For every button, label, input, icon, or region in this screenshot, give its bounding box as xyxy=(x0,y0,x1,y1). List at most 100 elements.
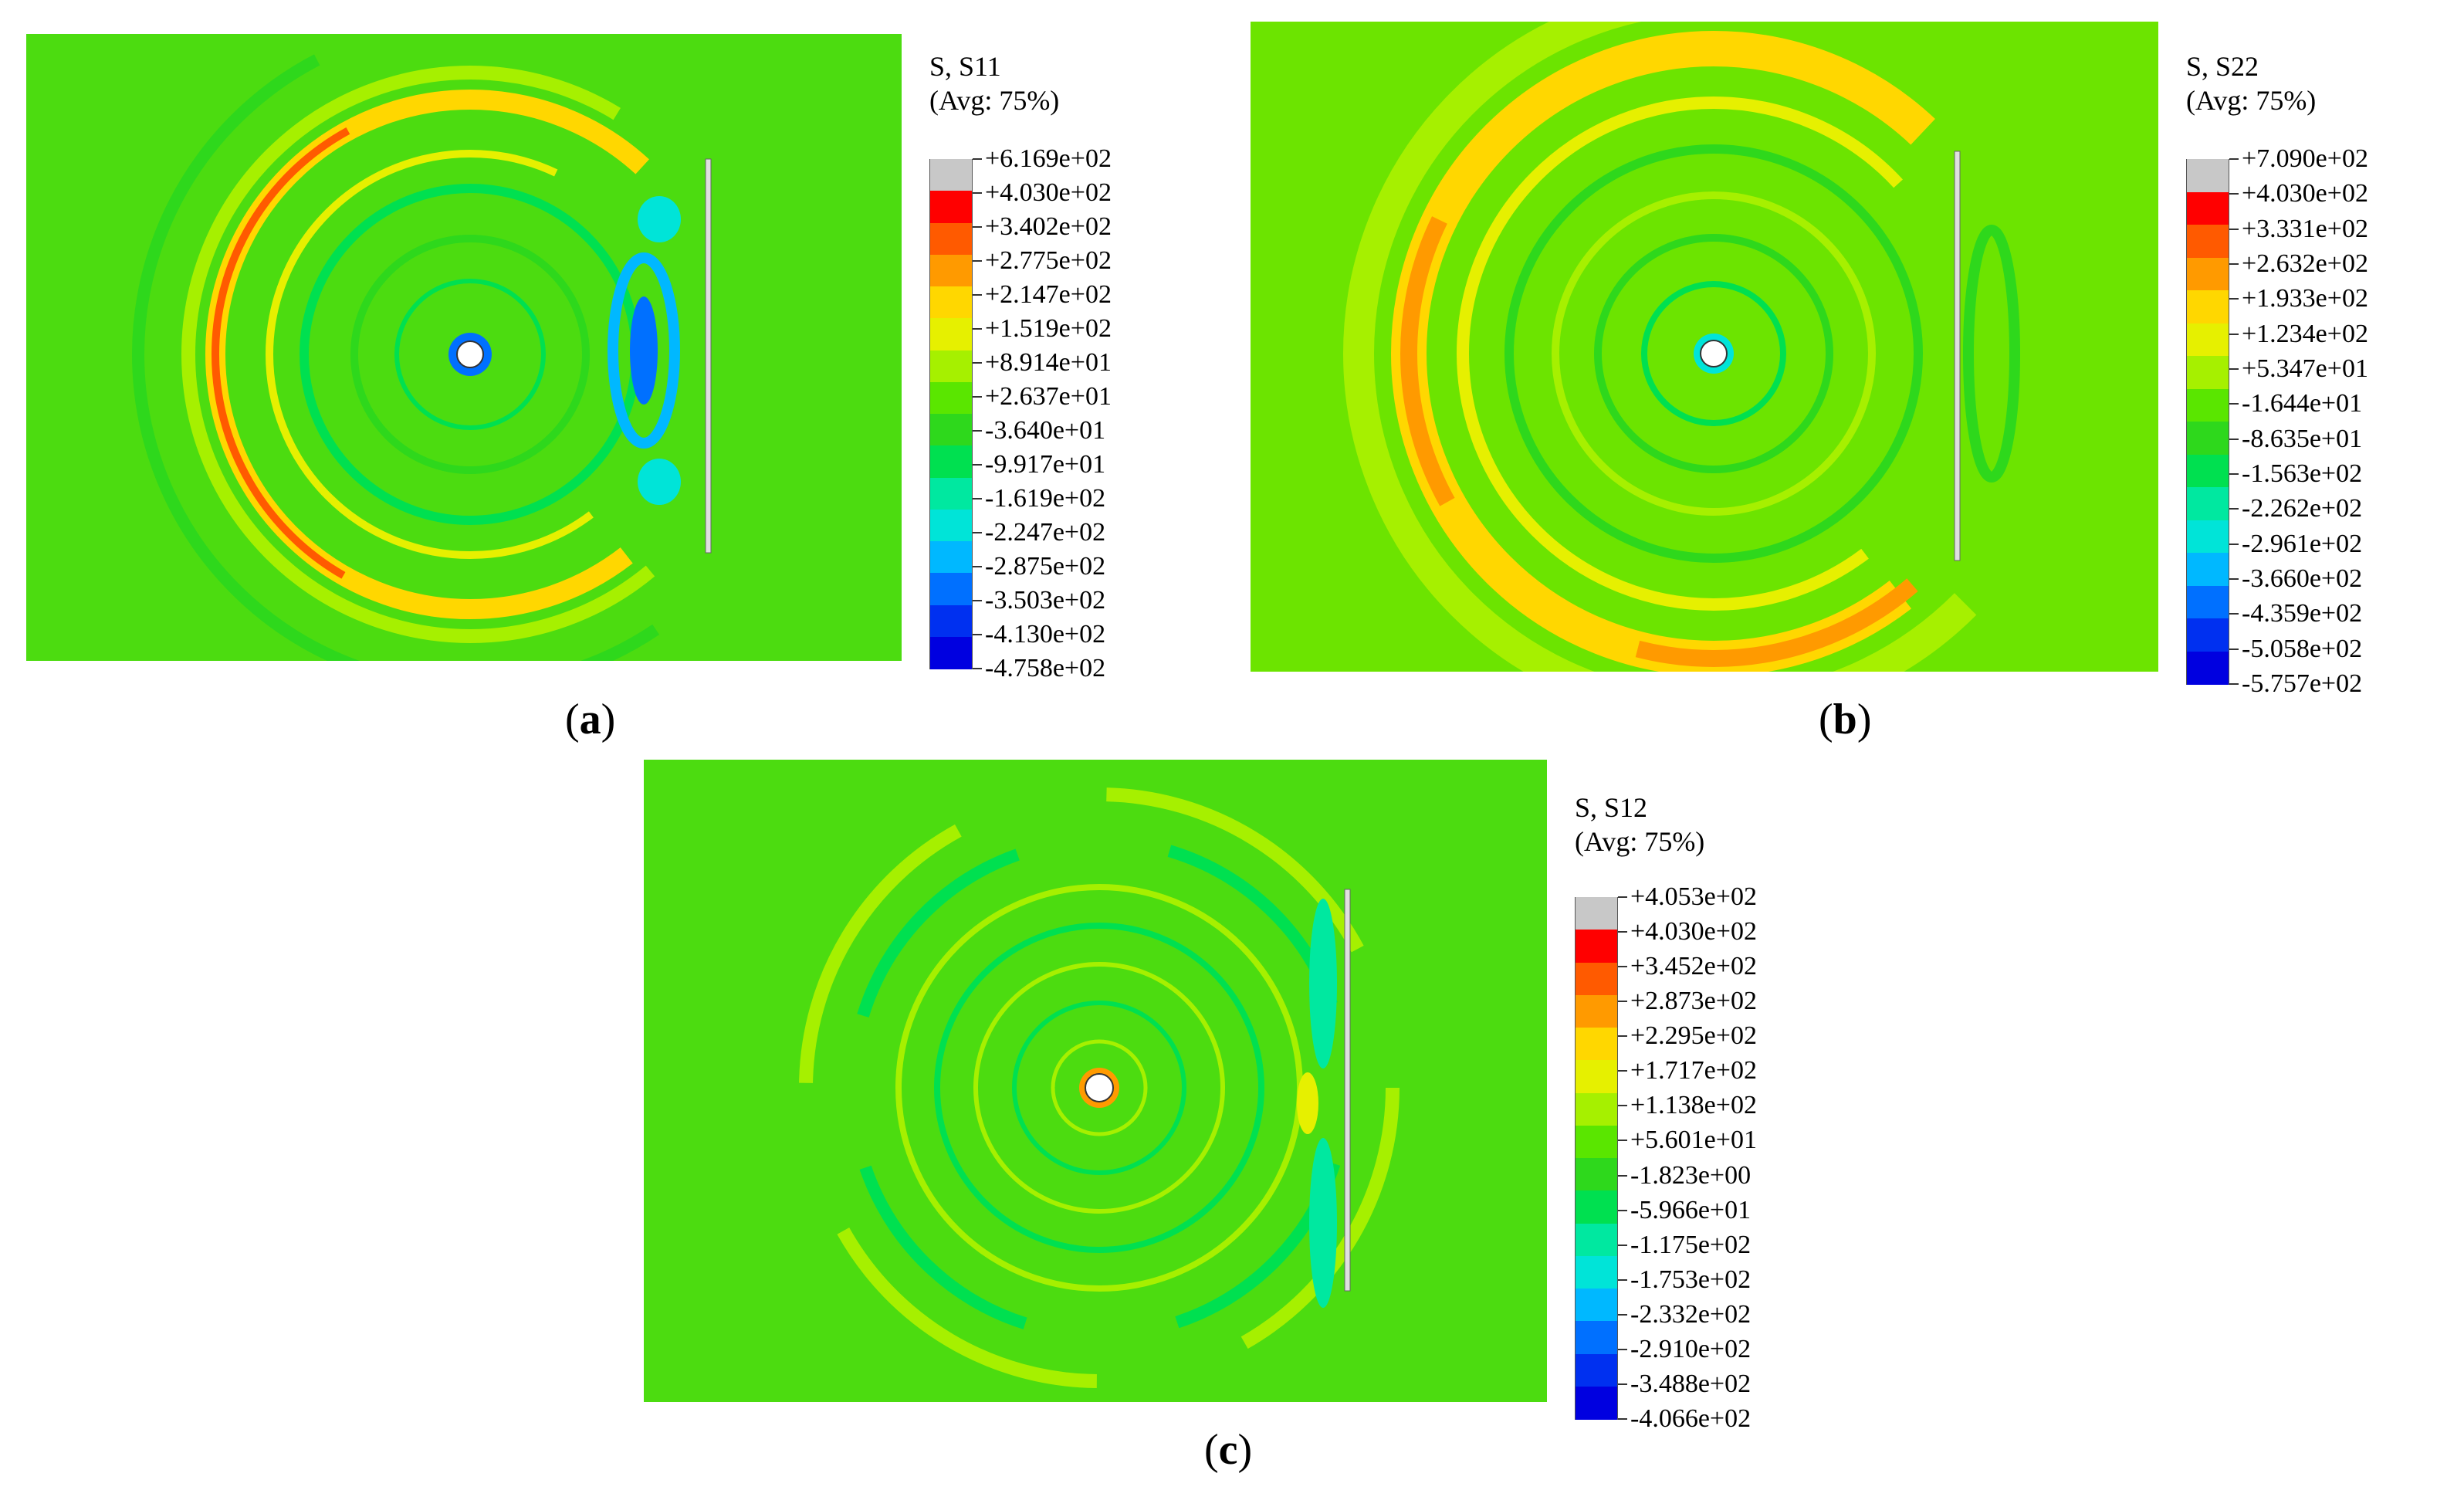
legend-tick-label: +2.637e+01 xyxy=(985,382,1112,411)
legend-tick xyxy=(2229,543,2239,545)
legend-tick xyxy=(1618,931,1627,933)
legend-scale-s22: +7.090e+02 +4.030e+02 +3.331e+02 +2.632e+02… xyxy=(2186,146,2456,697)
legend-tick-label: +3.402e+02 xyxy=(985,212,1112,241)
legend-tick-label: +7.090e+02 xyxy=(2242,144,2368,173)
legend-swatch xyxy=(1575,1092,1618,1126)
panel-c xyxy=(644,760,1547,1402)
legend-tick-label: -5.058e+02 xyxy=(2242,634,2363,663)
legend-tick xyxy=(973,464,982,466)
legend-tick xyxy=(973,498,982,500)
legend-tick-label: -9.917e+01 xyxy=(985,450,1106,479)
legend-swatch xyxy=(2186,290,2229,323)
legend-tick-label: -1.823e+00 xyxy=(1630,1160,1752,1190)
legend-tick xyxy=(2229,508,2239,510)
legend-tick-label: -1.563e+02 xyxy=(2242,459,2363,488)
legend-tick xyxy=(1618,1105,1627,1107)
legend-tick-label: +1.717e+02 xyxy=(1630,1056,1757,1085)
legend-tick-label: +4.030e+02 xyxy=(985,178,1112,207)
legend-swatch xyxy=(2186,487,2229,520)
legend-tick-label: -2.875e+02 xyxy=(985,552,1106,581)
legend-tick xyxy=(2229,193,2239,195)
legend-tick xyxy=(1618,896,1627,898)
legend-tick-label: -2.332e+02 xyxy=(1630,1299,1752,1329)
legend-tick-label: +8.914e+01 xyxy=(985,348,1112,377)
legend-tick xyxy=(1618,1174,1627,1177)
caption-b: (b) xyxy=(1819,696,1872,743)
legend-title-s11: S, S11 xyxy=(929,51,1001,82)
legend-swatch xyxy=(929,604,973,638)
legend-tick xyxy=(2229,578,2239,580)
legend-tick-label: -1.644e+01 xyxy=(2242,389,2363,418)
legend-swatch xyxy=(2186,388,2229,422)
legend-tick-label: +1.138e+02 xyxy=(1630,1091,1757,1120)
legend-swatch xyxy=(2186,422,2229,455)
legend-swatch xyxy=(1575,1158,1618,1191)
legend-scale-s12: +4.053e+02 +4.030e+02 +3.452e+02 +2.873e+02… xyxy=(1575,884,1845,1432)
legend-tick xyxy=(2229,438,2239,440)
legend-tick xyxy=(1618,1313,1627,1316)
legend-tick-label: +1.519e+02 xyxy=(985,314,1112,343)
legend-swatch xyxy=(2186,454,2229,488)
legend-tick-label: +4.053e+02 xyxy=(1630,882,1757,911)
legend-swatch xyxy=(2186,257,2229,291)
contour-plot-s11 xyxy=(26,34,902,661)
legend-tick xyxy=(2229,298,2239,300)
legend-tick xyxy=(973,532,982,533)
legend-swatch xyxy=(1575,1060,1618,1094)
legend-tick-label: -2.247e+02 xyxy=(985,518,1106,547)
legend-tick xyxy=(1618,1383,1627,1385)
legend-tick-label: -4.130e+02 xyxy=(985,620,1106,649)
legend-tick xyxy=(2229,613,2239,615)
legend-swatch xyxy=(2186,618,2229,652)
legend-tick xyxy=(2229,333,2239,335)
legend-tick xyxy=(2229,158,2239,160)
legend-swatch xyxy=(2186,356,2229,389)
legend-swatch xyxy=(1575,930,1618,963)
legend-tick xyxy=(1618,1209,1627,1211)
legend-tick-label: +4.030e+02 xyxy=(1630,917,1757,947)
legend-tick xyxy=(973,396,982,398)
contour-plot-s22 xyxy=(1251,22,2158,672)
legend-scale-s11: +6.169e+02 +4.030e+02 +3.402e+02 +2.775e+02… xyxy=(929,146,1207,682)
legend-tick-label: -3.503e+02 xyxy=(985,586,1106,615)
legend-swatch xyxy=(929,445,973,479)
legend-tick xyxy=(973,430,982,432)
legend-s11: S, S11 (Avg: 75%) +6.169e+02 +4.030e+02 +3… xyxy=(929,49,1223,682)
legend-swatch xyxy=(929,541,973,574)
legend-tick-label: +2.873e+02 xyxy=(1630,987,1757,1016)
legend-s22: S, S22 (Avg: 75%) +7.090e+02 +4.030e+02 +3… xyxy=(2186,49,2456,697)
legend-tick xyxy=(973,294,982,296)
legend-subtitle-s22: (Avg: 75%) xyxy=(2186,85,2317,116)
legend-tick-label: -2.910e+02 xyxy=(1630,1334,1752,1363)
legend-tick-label: -3.488e+02 xyxy=(1630,1369,1752,1398)
legend-swatch xyxy=(2186,553,2229,586)
legend-tick xyxy=(1618,1035,1627,1038)
legend-swatch xyxy=(929,254,973,287)
legend-tick-label: +3.331e+02 xyxy=(2242,214,2368,243)
legend-swatch xyxy=(1575,1353,1618,1387)
legend-swatch xyxy=(929,414,973,446)
legend-swatch xyxy=(929,286,973,319)
legend-swatch xyxy=(1575,1289,1618,1322)
legend-tick-label: +1.933e+02 xyxy=(2242,284,2368,313)
legend-tick xyxy=(2229,228,2239,230)
legend-tick xyxy=(1618,1001,1627,1003)
legend-tick xyxy=(1618,1278,1627,1281)
legend-tick-label: -2.262e+02 xyxy=(2242,494,2363,523)
legend-tick xyxy=(2229,473,2239,475)
legend-tick-label: -4.758e+02 xyxy=(985,654,1106,682)
caption-c: (c) xyxy=(1204,1426,1253,1474)
legend-tick-label: +1.234e+02 xyxy=(2242,319,2368,348)
legend-tick xyxy=(1618,1140,1627,1142)
legend-tick xyxy=(973,328,982,330)
legend-tick xyxy=(973,600,982,601)
legend-tick xyxy=(1618,1348,1627,1350)
legend-tick-label: -3.640e+01 xyxy=(985,416,1106,445)
legend-swatch xyxy=(1575,962,1618,996)
legend-tick-label: +2.632e+02 xyxy=(2242,249,2368,278)
legend-tick-label: +3.452e+02 xyxy=(1630,952,1757,981)
legend-tick-label: -8.635e+01 xyxy=(2242,424,2363,453)
legend-title-s12: S, S12 xyxy=(1575,792,1648,823)
legend-tick xyxy=(2229,648,2239,650)
legend-tick-label: +5.601e+01 xyxy=(1630,1126,1757,1155)
